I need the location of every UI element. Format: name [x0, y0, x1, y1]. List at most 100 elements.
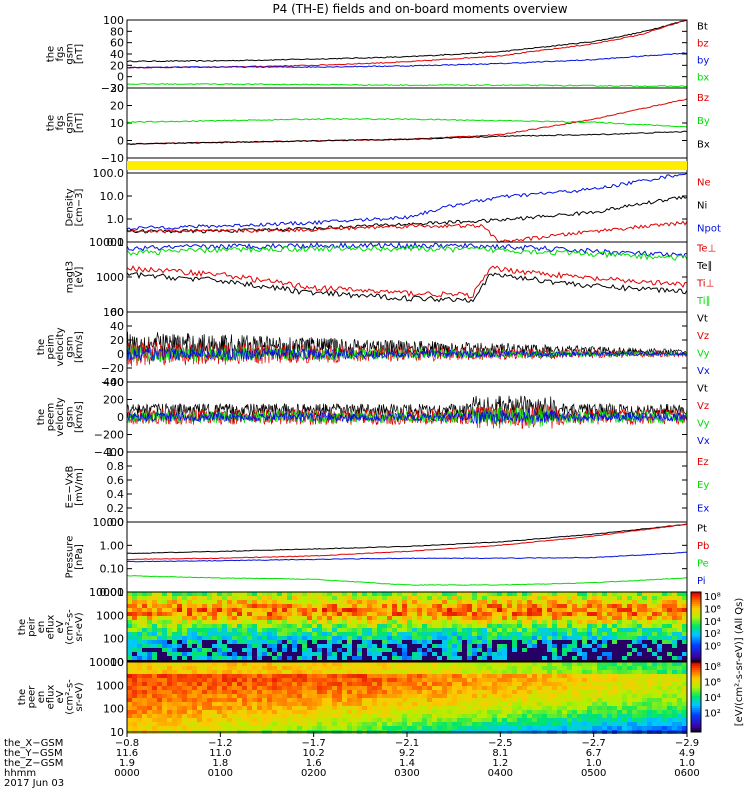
heat-cell: [152, 628, 157, 632]
heat-cell: [407, 612, 412, 616]
heat-cell: [317, 682, 322, 686]
heat-cell: [167, 670, 172, 674]
heat-cell: [177, 596, 182, 600]
heat-cell: [682, 604, 687, 608]
heat-cell: [607, 620, 612, 624]
y-label-line: peer: [27, 685, 38, 709]
heat-cell: [537, 686, 542, 690]
heat-cell: [627, 636, 632, 640]
heat-cell: [252, 604, 257, 608]
heat-cell: [367, 636, 372, 640]
heat-cell: [552, 682, 557, 686]
heat-cell: [367, 620, 372, 624]
heat-cell: [257, 612, 262, 616]
heat-cell: [652, 656, 657, 660]
heat-cell: [597, 624, 602, 628]
heat-cell: [482, 662, 487, 666]
heat-cell: [597, 592, 602, 596]
heat-cell: [257, 726, 262, 730]
heat-cell: [412, 616, 417, 620]
heat-cell: [397, 640, 402, 644]
heat-cell: [292, 656, 297, 660]
heat-cell: [487, 636, 492, 640]
colorbar-cell: [691, 614, 701, 616]
heat-cell: [127, 640, 132, 644]
heat-cell: [407, 596, 412, 600]
heat-cell: [142, 702, 147, 706]
heat-cell: [522, 678, 527, 682]
heat-cell: [297, 710, 302, 714]
heat-cell: [397, 682, 402, 686]
heat-cell: [197, 656, 202, 660]
heat-cell: [337, 648, 342, 652]
heat-cell: [192, 600, 197, 604]
heat-cell: [502, 710, 507, 714]
heat-cell: [632, 640, 637, 644]
heat-cell: [567, 686, 572, 690]
series-Pb: [126, 523, 688, 561]
heat-cell: [177, 628, 182, 632]
heat-cell: [652, 702, 657, 706]
heat-cell: [412, 656, 417, 660]
heat-cell: [332, 612, 337, 616]
heat-cell: [207, 682, 212, 686]
heat-cell: [537, 600, 542, 604]
heat-cell: [457, 620, 462, 624]
heat-cell: [652, 722, 657, 726]
heat-cell: [472, 644, 477, 648]
colorbar-cell: [691, 712, 701, 714]
heat-cell: [472, 628, 477, 632]
heat-cell: [422, 678, 427, 682]
heat-cell: [597, 600, 602, 604]
heat-cell: [667, 624, 672, 628]
heat-cell: [622, 624, 627, 628]
heat-cell: [642, 670, 647, 674]
heat-cell: [402, 620, 407, 624]
x-row-name: the_Y−GSM: [4, 748, 63, 759]
heat-cell: [617, 612, 622, 616]
y-tick-label: −20: [101, 82, 124, 95]
heat-cell: [552, 592, 557, 596]
heat-cell: [622, 656, 627, 660]
heat-cell: [392, 674, 397, 678]
heat-cell: [472, 678, 477, 682]
heat-cell: [637, 628, 642, 632]
heat-cell: [362, 600, 367, 604]
heat-cell: [497, 694, 502, 698]
heat-cell: [542, 636, 547, 640]
heat-cell: [147, 678, 152, 682]
heat-cell: [377, 628, 382, 632]
heat-cell: [432, 722, 437, 726]
heat-cell: [552, 666, 557, 670]
heat-cell: [662, 620, 667, 624]
heat-cell: [127, 698, 132, 702]
heat-cell: [132, 636, 137, 640]
heat-cell: [542, 652, 547, 656]
heat-cell: [322, 624, 327, 628]
heat-cell: [352, 592, 357, 596]
heat-cell: [387, 694, 392, 698]
heat-cell: [267, 682, 272, 686]
heat-cell: [392, 604, 397, 608]
heat-cell: [207, 678, 212, 682]
heat-cell: [632, 608, 637, 612]
heat-cell: [502, 686, 507, 690]
heat-cell: [437, 674, 442, 678]
heat-cell: [207, 674, 212, 678]
heat-cell: [637, 682, 642, 686]
heat-cell: [602, 612, 607, 616]
heat-cell: [292, 666, 297, 670]
heat-cell: [142, 648, 147, 652]
heat-cell: [422, 628, 427, 632]
series-Bt: [126, 19, 688, 63]
heat-cell: [647, 616, 652, 620]
heat-cell: [387, 706, 392, 710]
legend-Te⊥: Te⊥: [696, 244, 716, 255]
heat-cell: [337, 694, 342, 698]
heat-cell: [507, 694, 512, 698]
heat-cell: [652, 690, 657, 694]
heat-cell: [452, 616, 457, 620]
heat-cell: [187, 682, 192, 686]
heat-cell: [677, 662, 682, 666]
heat-cell: [462, 662, 467, 666]
